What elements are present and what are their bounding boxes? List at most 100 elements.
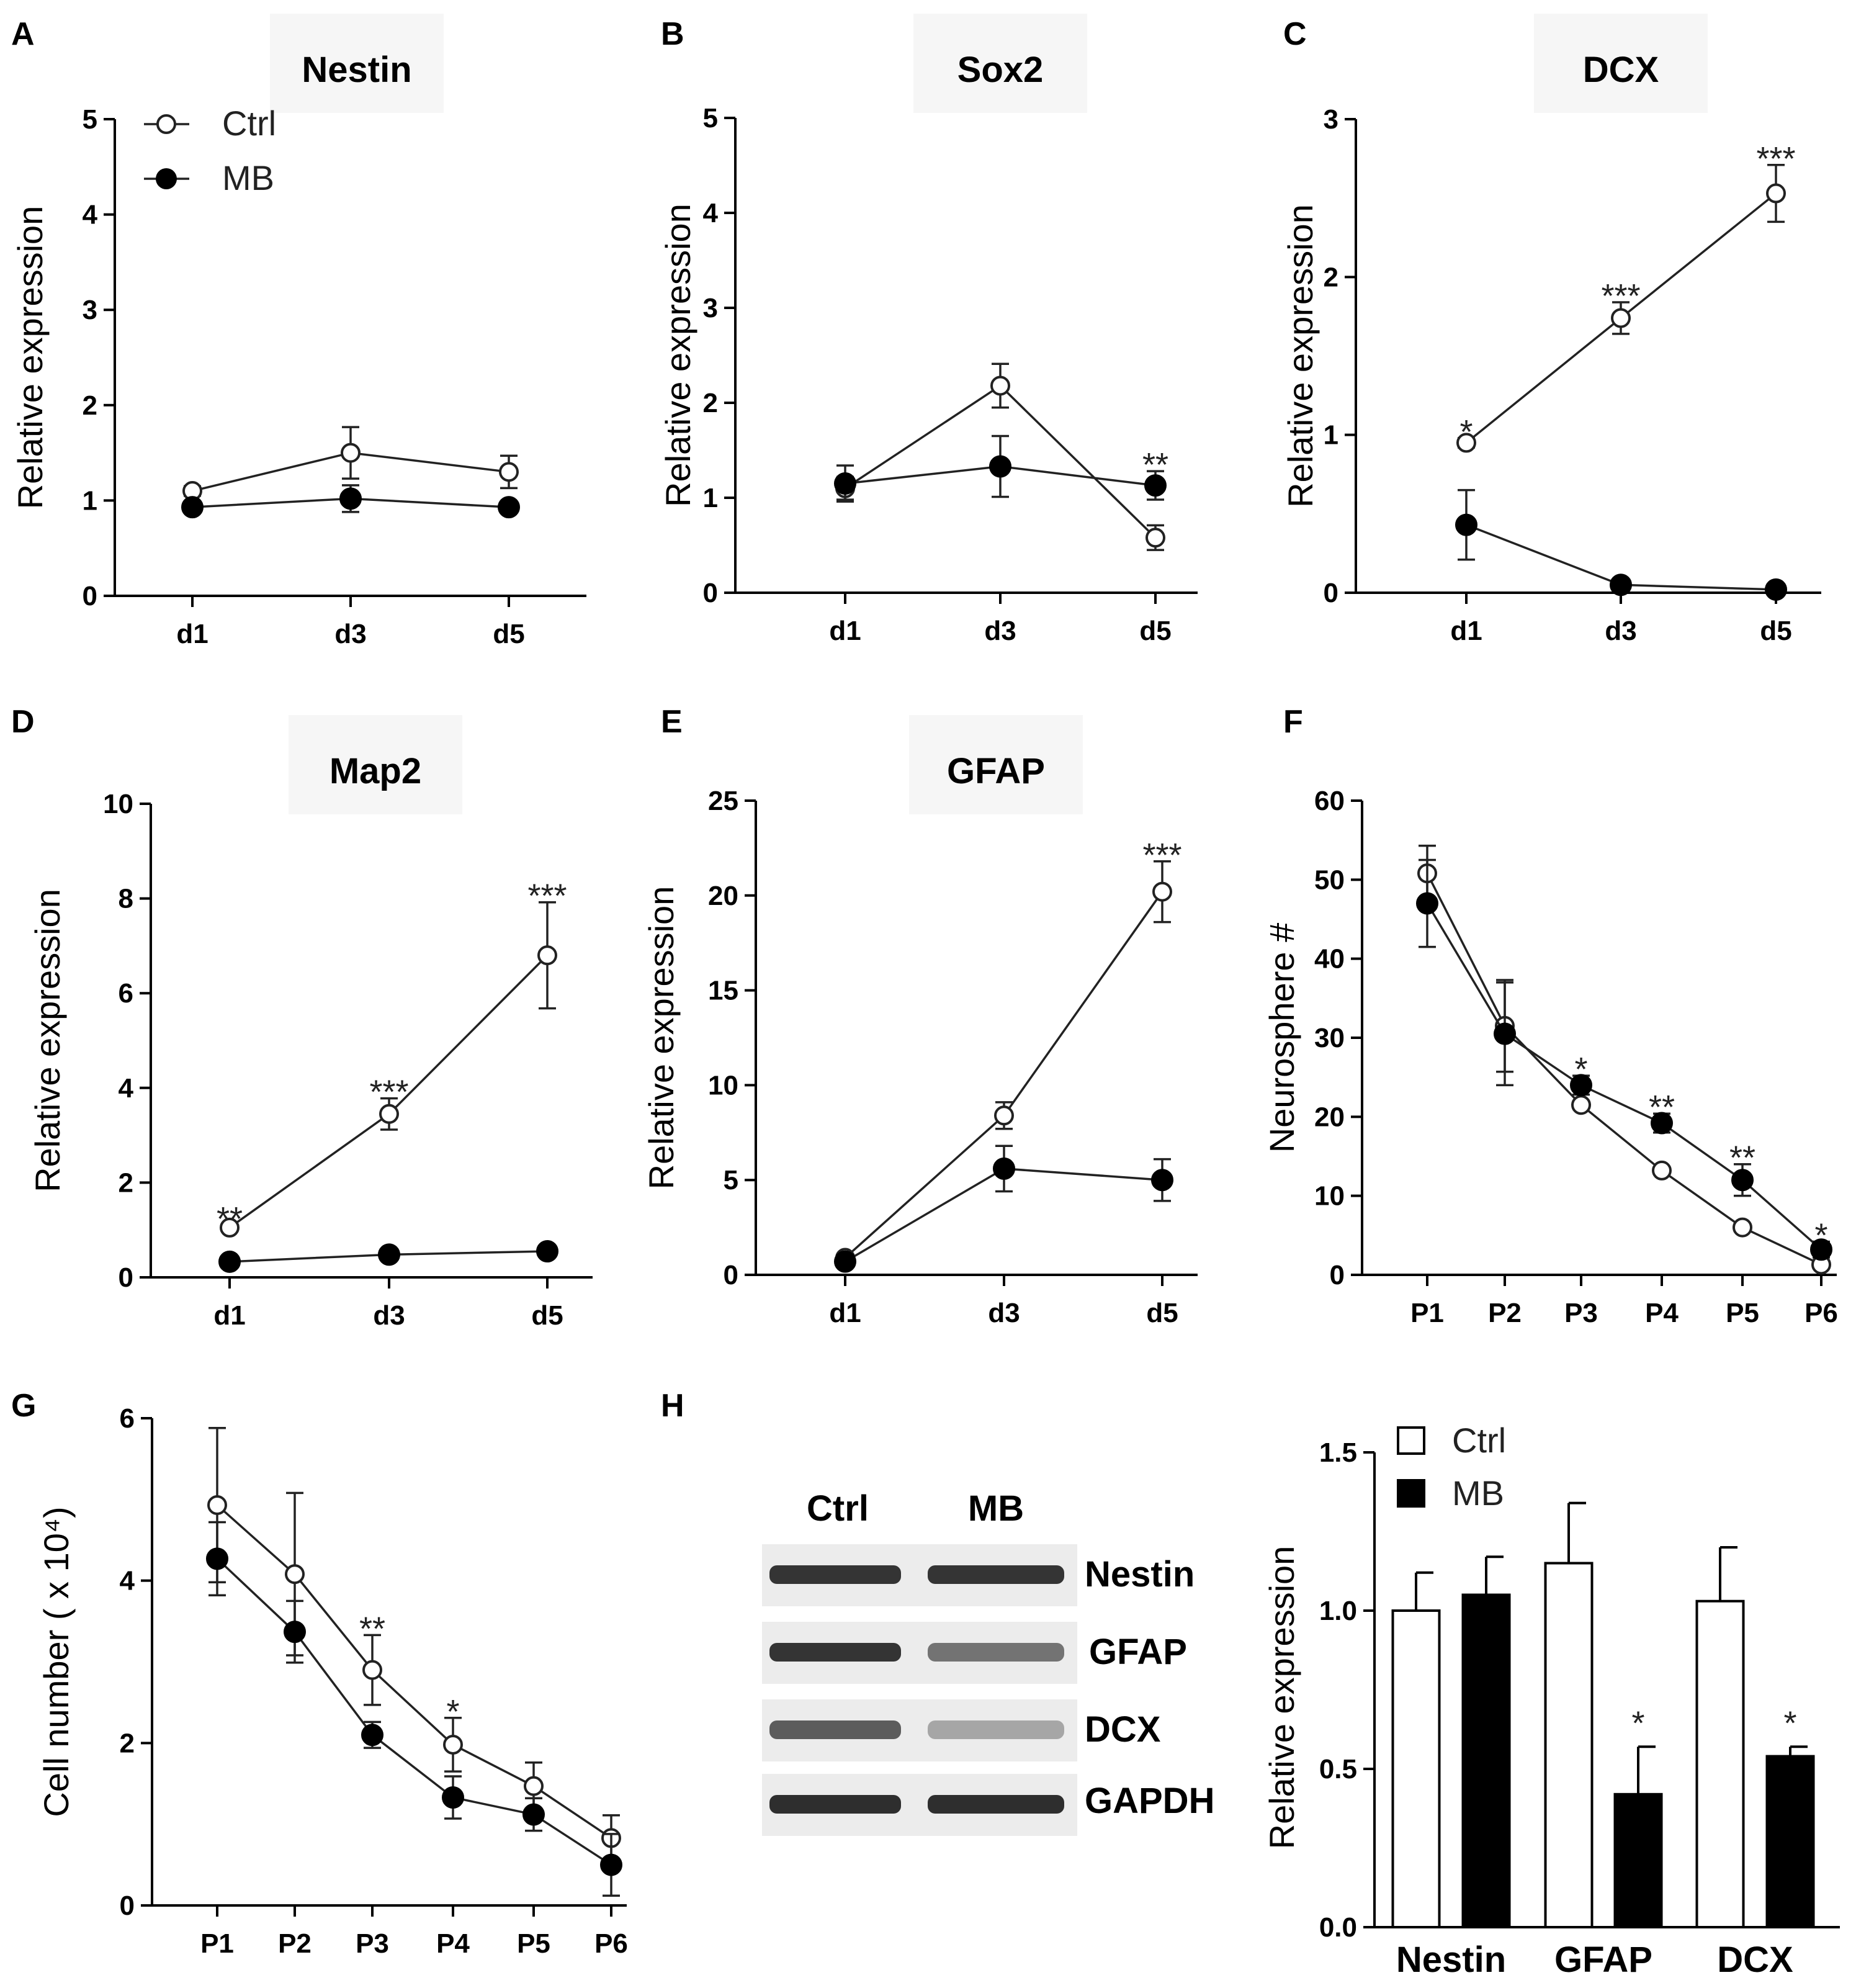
data-point-ctrl: [1733, 1217, 1752, 1238]
data-point-ctrl: [1152, 881, 1172, 902]
y-tick-label: 8: [119, 884, 133, 914]
y-axis-label: Relative expression: [658, 204, 697, 507]
y-axis-label: Relative expression: [642, 886, 681, 1190]
x-category-label: DCX: [1717, 1940, 1793, 1980]
blot-column-mb: MB: [968, 1488, 1024, 1529]
x-tick-label: d1: [829, 1298, 861, 1328]
data-point-mb: [218, 1250, 241, 1273]
data-point-ctrl: [362, 1660, 382, 1680]
significance-marker: *: [446, 1693, 459, 1730]
y-tick-label: 15: [708, 976, 738, 1006]
series-line-mb: [1426, 902, 1822, 1251]
title-background: [909, 715, 1083, 814]
y-tick-label: 10: [708, 1070, 738, 1100]
x-tick-label: d3: [334, 619, 366, 649]
blot-band-nestin-ctrl: [769, 1565, 901, 1584]
significance-marker: *: [1814, 1217, 1827, 1254]
data-point-ctrl: [341, 443, 361, 463]
data-point-mb: [1731, 1169, 1754, 1192]
y-tick-label: 20: [1314, 1102, 1345, 1132]
blot-band-gfap-ctrl: [769, 1643, 901, 1662]
x-tick-label: d3: [1605, 616, 1636, 646]
y-tick-label: 0: [119, 1262, 133, 1293]
x-category-label: Nestin: [1396, 1940, 1506, 1980]
panel-letter-c: C: [1283, 16, 1307, 52]
data-point-mb: [1610, 573, 1632, 596]
x-tick-label: d5: [1146, 1298, 1178, 1328]
series-line-mb: [216, 1558, 612, 1866]
data-point-ctrl: [1652, 1160, 1672, 1181]
data-point-ctrl: [990, 376, 1010, 396]
chart-title: GFAP: [947, 751, 1045, 791]
western-blot: Ctrl MB Nestin GFAP DCX GAPDH: [762, 1488, 1214, 1836]
data-point-mb: [1765, 578, 1787, 601]
y-tick-label: 10: [1314, 1181, 1345, 1212]
legend-label-ctrl: Ctrl: [1452, 1421, 1506, 1460]
y-tick-label: 2: [120, 1728, 135, 1758]
y-tick-label: 0.5: [1319, 1754, 1357, 1784]
y-tick-label: 50: [1314, 865, 1345, 895]
x-tick-label: P1: [1410, 1298, 1444, 1328]
panel-letter-b: B: [661, 16, 684, 52]
legend-swatch-mb: [1397, 1479, 1425, 1508]
significance-marker: ***: [369, 1074, 408, 1111]
y-tick-label: 4: [83, 200, 98, 230]
x-tick-label: d3: [988, 1298, 1020, 1328]
y-tick-label: 60: [1314, 786, 1345, 816]
blot-band-label-nestin: Nestin: [1085, 1554, 1195, 1594]
y-tick-label: 5: [724, 1165, 738, 1195]
y-tick-label: 4: [119, 1073, 134, 1104]
panel-letter-h: H: [661, 1388, 684, 1424]
y-axis-label: Relative expression: [11, 206, 50, 510]
data-point-mb: [1651, 1112, 1673, 1135]
x-tick-label: d3: [984, 616, 1016, 646]
legend-label-ctrl: Ctrl: [222, 104, 276, 143]
x-tick-label: P1: [200, 1928, 234, 1959]
x-tick-label: P5: [1726, 1298, 1759, 1328]
y-tick-label: 0: [120, 1891, 135, 1921]
significance-marker: *: [1574, 1051, 1587, 1088]
x-tick-label: P6: [594, 1928, 628, 1959]
chart-title: Map2: [330, 751, 421, 791]
data-point-ctrl: [524, 1776, 544, 1796]
x-tick-label: d5: [1139, 616, 1171, 646]
y-tick-label: 0: [724, 1260, 738, 1290]
x-tick-label: P3: [356, 1928, 389, 1959]
blot-band-label-dcx: DCX: [1085, 1709, 1161, 1750]
data-point-mb: [498, 496, 520, 519]
y-tick-label: 3: [703, 293, 718, 323]
data-point-ctrl: [443, 1734, 463, 1755]
blot-band-dcx-ctrl: [769, 1720, 901, 1739]
y-tick-label: 2: [703, 388, 718, 418]
y-tick-label: 10: [103, 789, 133, 819]
significance-marker: ***: [1756, 140, 1795, 178]
y-tick-label: 3: [1324, 104, 1338, 135]
y-tick-label: 5: [703, 103, 718, 133]
data-point-mb: [206, 1547, 228, 1570]
data-point-ctrl: [1571, 1095, 1591, 1115]
significance-marker: ***: [1142, 837, 1181, 874]
panel-letter-f: F: [1283, 704, 1303, 740]
panel-letter-e: E: [661, 704, 683, 740]
x-tick-label: d1: [176, 619, 208, 649]
blot-band-label-gfap: GFAP: [1089, 1632, 1187, 1672]
y-tick-label: 2: [83, 390, 97, 421]
blot-band-dcx-mb: [928, 1720, 1064, 1739]
blot-band-label-gapdh: GAPDH: [1085, 1781, 1214, 1821]
x-tick-label: P6: [1805, 1298, 1838, 1328]
title-background: [270, 14, 444, 113]
y-tick-label: 5: [83, 104, 97, 135]
y-tick-label: 30: [1314, 1023, 1345, 1053]
significance-marker: **: [217, 1200, 243, 1238]
data-point-mb: [522, 1803, 545, 1826]
panel-letter-a: A: [11, 16, 35, 52]
blot-band-gfap-mb: [928, 1643, 1064, 1662]
y-axis-label: Relative expression: [1281, 204, 1320, 508]
bar-ctrl: [1544, 1562, 1594, 1928]
bar-mb: [1461, 1593, 1511, 1928]
significance-marker: **: [359, 1610, 385, 1647]
